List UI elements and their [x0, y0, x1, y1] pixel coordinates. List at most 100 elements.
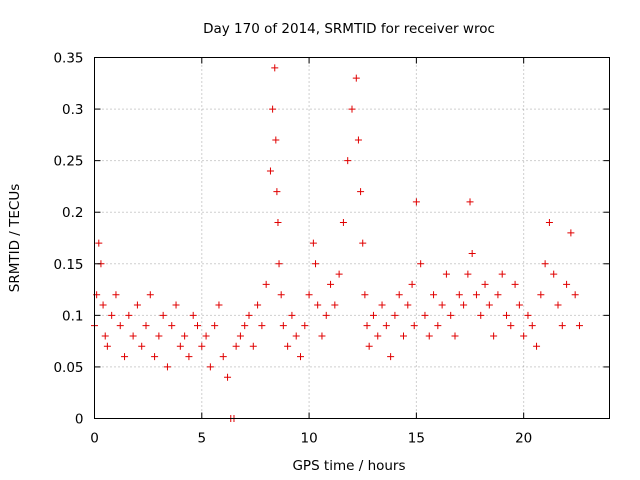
x-axis-label: GPS time / hours: [292, 458, 405, 474]
data-point: [554, 301, 562, 309]
data-point: [301, 322, 309, 330]
data-point: [116, 322, 124, 330]
data-point: [232, 342, 240, 350]
data-point: [451, 332, 459, 340]
x-tick-labels: 0 5 10 15 20: [90, 431, 532, 447]
data-point: [382, 322, 390, 330]
data-point: [103, 342, 111, 350]
data-point: [275, 260, 283, 268]
data-point: [352, 74, 360, 82]
data-point: [206, 363, 214, 371]
data-point: [181, 332, 189, 340]
data-point: [168, 322, 176, 330]
x-tick-label: 20: [515, 431, 532, 447]
data-point: [297, 353, 304, 361]
data-point: [194, 322, 201, 330]
data-point: [309, 239, 317, 247]
data-point: [138, 342, 146, 350]
data-point: [318, 332, 326, 340]
y-tick-label: 0.3: [62, 102, 83, 118]
data-point: [249, 342, 257, 350]
data-point: [359, 239, 367, 247]
data-point: [417, 260, 425, 268]
chart-title: Day 170 of 2014, SRMTID for receiver wro…: [203, 21, 495, 37]
data-point: [365, 342, 373, 350]
data-point: [331, 301, 339, 309]
data-point: [335, 270, 343, 278]
data-point: [528, 322, 536, 330]
data-point: [477, 311, 485, 319]
data-point: [163, 363, 171, 371]
data-point: [575, 322, 583, 330]
data-point: [503, 311, 510, 319]
data-point: [224, 373, 232, 381]
data-point: [101, 332, 109, 340]
data-point: [344, 157, 352, 165]
data-point: [464, 270, 472, 278]
data-point: [348, 105, 356, 113]
data-point: [404, 301, 412, 309]
data-point: [292, 332, 300, 340]
data-point: [421, 311, 429, 319]
data-point: [133, 301, 141, 309]
data-point: [550, 270, 558, 278]
data-point: [146, 291, 154, 299]
x-tick-label: 15: [408, 431, 425, 447]
data-point: [460, 301, 468, 309]
data-point: [272, 136, 280, 144]
data-point: [266, 167, 274, 175]
data-point: [558, 322, 566, 330]
data-point: [202, 332, 210, 340]
y-tick-label: 0.25: [53, 154, 83, 170]
data-point: [215, 301, 223, 309]
data-point: [155, 332, 163, 340]
data-point: [494, 291, 502, 299]
data-point: [219, 353, 227, 361]
data-point: [125, 311, 133, 319]
data-point: [438, 301, 446, 309]
data-point: [387, 353, 395, 361]
data-point: [254, 301, 262, 309]
data-point: [185, 353, 193, 361]
ticks: [94, 57, 610, 419]
data-point: [447, 311, 455, 319]
y-tick-label: 0.2: [62, 205, 83, 221]
data-point: [189, 311, 197, 319]
data-point: [490, 332, 498, 340]
x-tick-label: 10: [300, 431, 317, 447]
data-point: [262, 280, 270, 288]
data-point: [363, 322, 371, 330]
plot-frame: [94, 57, 610, 419]
data-point: [537, 291, 545, 299]
data-point: [412, 198, 420, 206]
data-point: [520, 332, 528, 340]
data-point: [472, 291, 480, 299]
x-tick-label: 5: [197, 431, 206, 447]
data-point: [466, 198, 474, 206]
data-point: [129, 332, 137, 340]
data-point: [211, 322, 219, 330]
y-tick-label: 0.15: [53, 257, 83, 273]
data-point: [410, 322, 418, 330]
y-tick-label: 0: [75, 412, 84, 428]
data-point: [369, 311, 377, 319]
data-point: [271, 64, 279, 72]
data-point: [305, 291, 313, 299]
data-point: [391, 311, 399, 319]
data-point: [481, 280, 489, 288]
data-point: [312, 260, 320, 268]
data-point: [357, 188, 365, 196]
data-point: [408, 280, 416, 288]
data-point: [277, 291, 285, 299]
data-point: [95, 239, 103, 247]
data-point: [142, 322, 150, 330]
data-point: [269, 105, 277, 113]
data-point: [172, 301, 180, 309]
data-point: [339, 219, 347, 227]
y-tick-label: 0.05: [53, 360, 83, 376]
data-point: [511, 280, 519, 288]
data-point: [425, 332, 433, 340]
data-point: [378, 301, 386, 309]
data-point: [198, 342, 206, 350]
data-point: [258, 322, 266, 330]
